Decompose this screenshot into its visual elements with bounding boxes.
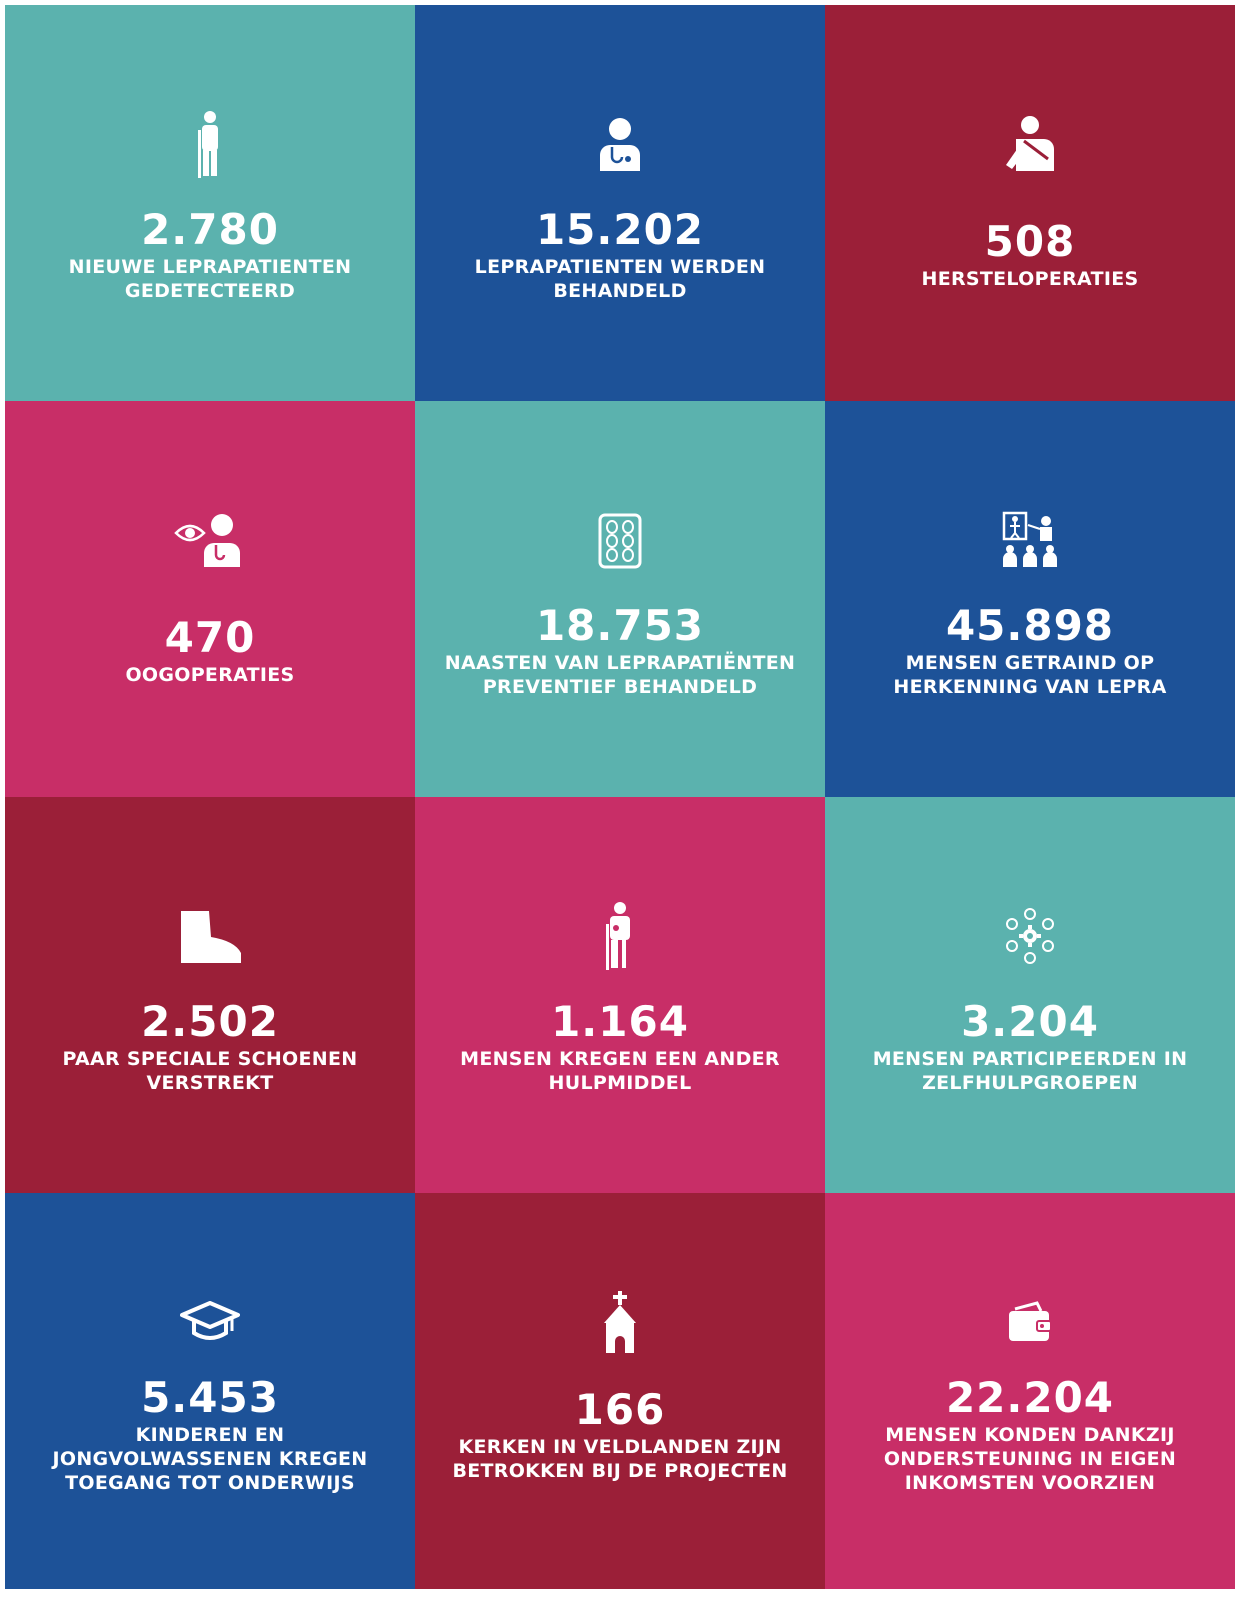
stat-tile-treated: 15.202 LEPRAPATIENTEN WERDEN BEHANDELD [415, 5, 825, 401]
stat-label: MENSEN PARTICIPEERDEN IN ZELFHULPGROEPEN [872, 1048, 1188, 1094]
training-presentation-icon [825, 501, 1235, 581]
stat-number: 166 [574, 1385, 666, 1434]
doctor-icon [415, 105, 825, 185]
stat-label: NAASTEN VAN LEPRAPATIËNTEN PREVENTIEF BE… [444, 652, 796, 698]
stat-number: 2.502 [141, 997, 279, 1046]
stat-number: 5.453 [141, 1373, 279, 1422]
stat-number: 470 [164, 613, 256, 662]
wallet-icon [825, 1283, 1235, 1363]
stat-tile-churches: 166 KERKEN IN VELDLANDEN ZIJN BETROKKEN … [415, 1193, 825, 1589]
person-with-crutch-icon [5, 105, 415, 185]
stat-label: OOGOPERATIES [125, 664, 295, 686]
arm-sling-icon [825, 105, 1235, 185]
church-icon [415, 1283, 825, 1363]
stat-label: KERKEN IN VELDLANDEN ZIJN BETROKKEN BIJ … [452, 1436, 788, 1482]
eye-doctor-icon [5, 501, 415, 581]
stat-label: KINDEREN EN JONGVOLWASSENEN KREGEN TOEGA… [52, 1424, 368, 1494]
stat-tile-special-shoes: 2.502 PAAR SPECIALE SCHOENEN VERSTREKT [5, 797, 415, 1193]
stats-grid: 2.780 NIEUWE LEPRAPATIENTEN GEDETECTEERD… [5, 5, 1235, 1589]
stat-number: 45.898 [945, 601, 1115, 650]
stat-label: MENSEN GETRAIND OP HERKENNING VAN LEPRA [893, 652, 1167, 698]
stat-tile-self-help-groups: 3.204 MENSEN PARTICIPEERDEN IN ZELFHULPG… [825, 797, 1235, 1193]
stat-tile-other-aids: 1.164 MENSEN KREGEN EEN ANDER HULPMIDDEL [415, 797, 825, 1193]
stat-tile-income: 22.204 MENSEN KONDEN DANKZIJ ONDERSTEUNI… [825, 1193, 1235, 1589]
stat-tile-education: 5.453 KINDEREN EN JONGVOLWASSENEN KREGEN… [5, 1193, 415, 1589]
stat-number: 508 [984, 217, 1076, 266]
stat-tile-repair-operations: 508 HERSTELOPERATIES [825, 5, 1235, 401]
self-help-group-icon [825, 897, 1235, 977]
stat-tile-trained: 45.898 MENSEN GETRAIND OP HERKENNING VAN… [825, 401, 1235, 797]
stat-number: 22.204 [945, 1373, 1115, 1422]
stat-number: 2.780 [141, 205, 279, 254]
stat-label: HERSTELOPERATIES [921, 268, 1139, 290]
stat-tile-eye-operations: 470 OOGOPERATIES [5, 401, 415, 797]
graduation-cap-icon [5, 1283, 415, 1363]
stat-label: MENSEN KREGEN EEN ANDER HULPMIDDEL [460, 1048, 780, 1094]
stat-label: MENSEN KONDEN DANKZIJ ONDERSTEUNING IN E… [883, 1424, 1177, 1494]
stat-tile-preventive: 18.753 NAASTEN VAN LEPRAPATIËNTEN PREVEN… [415, 401, 825, 797]
stat-number: 3.204 [961, 997, 1099, 1046]
stat-label: NIEUWE LEPRAPATIENTEN GEDETECTEERD [68, 256, 352, 302]
stat-tile-detected: 2.780 NIEUWE LEPRAPATIENTEN GEDETECTEERD [5, 5, 415, 401]
stat-number: 1.164 [551, 997, 689, 1046]
prosthesis-icon [415, 897, 825, 977]
boot-icon [5, 897, 415, 977]
pill-pack-icon [415, 501, 825, 581]
stat-label: PAAR SPECIALE SCHOENEN VERSTREKT [62, 1048, 358, 1094]
stat-number: 18.753 [535, 601, 705, 650]
stat-number: 15.202 [535, 205, 705, 254]
stat-label: LEPRAPATIENTEN WERDEN BEHANDELD [474, 256, 766, 302]
